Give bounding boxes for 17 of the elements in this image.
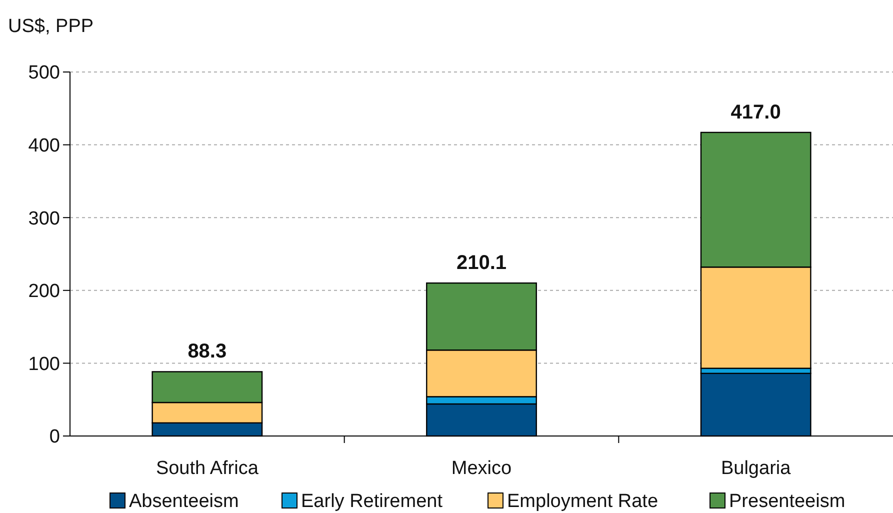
x-tick-label: Mexico bbox=[451, 458, 512, 479]
y-tick-label: 0 bbox=[49, 426, 60, 448]
y-tick-label: 100 bbox=[28, 354, 60, 375]
total-label: 210.1 bbox=[456, 252, 507, 274]
y-tick-label: 500 bbox=[28, 62, 60, 84]
legend-label: Presenteeism bbox=[729, 491, 846, 512]
x-tick-label: Bulgaria bbox=[720, 458, 792, 479]
legend-label: Employment Rate bbox=[507, 491, 658, 512]
total-label: 417.0 bbox=[730, 101, 781, 124]
legend-label: Absenteeism bbox=[129, 491, 239, 512]
x-tick-label: South Africa bbox=[156, 458, 259, 479]
total-label: 88.3 bbox=[188, 340, 227, 363]
legend-label: Early Retirement bbox=[301, 491, 444, 512]
y-tick-label: 400 bbox=[28, 135, 60, 156]
y-tick-label: 200 bbox=[28, 281, 60, 302]
y-tick-label: 300 bbox=[28, 208, 60, 230]
y-axis-title: US$, PPP bbox=[8, 16, 94, 37]
